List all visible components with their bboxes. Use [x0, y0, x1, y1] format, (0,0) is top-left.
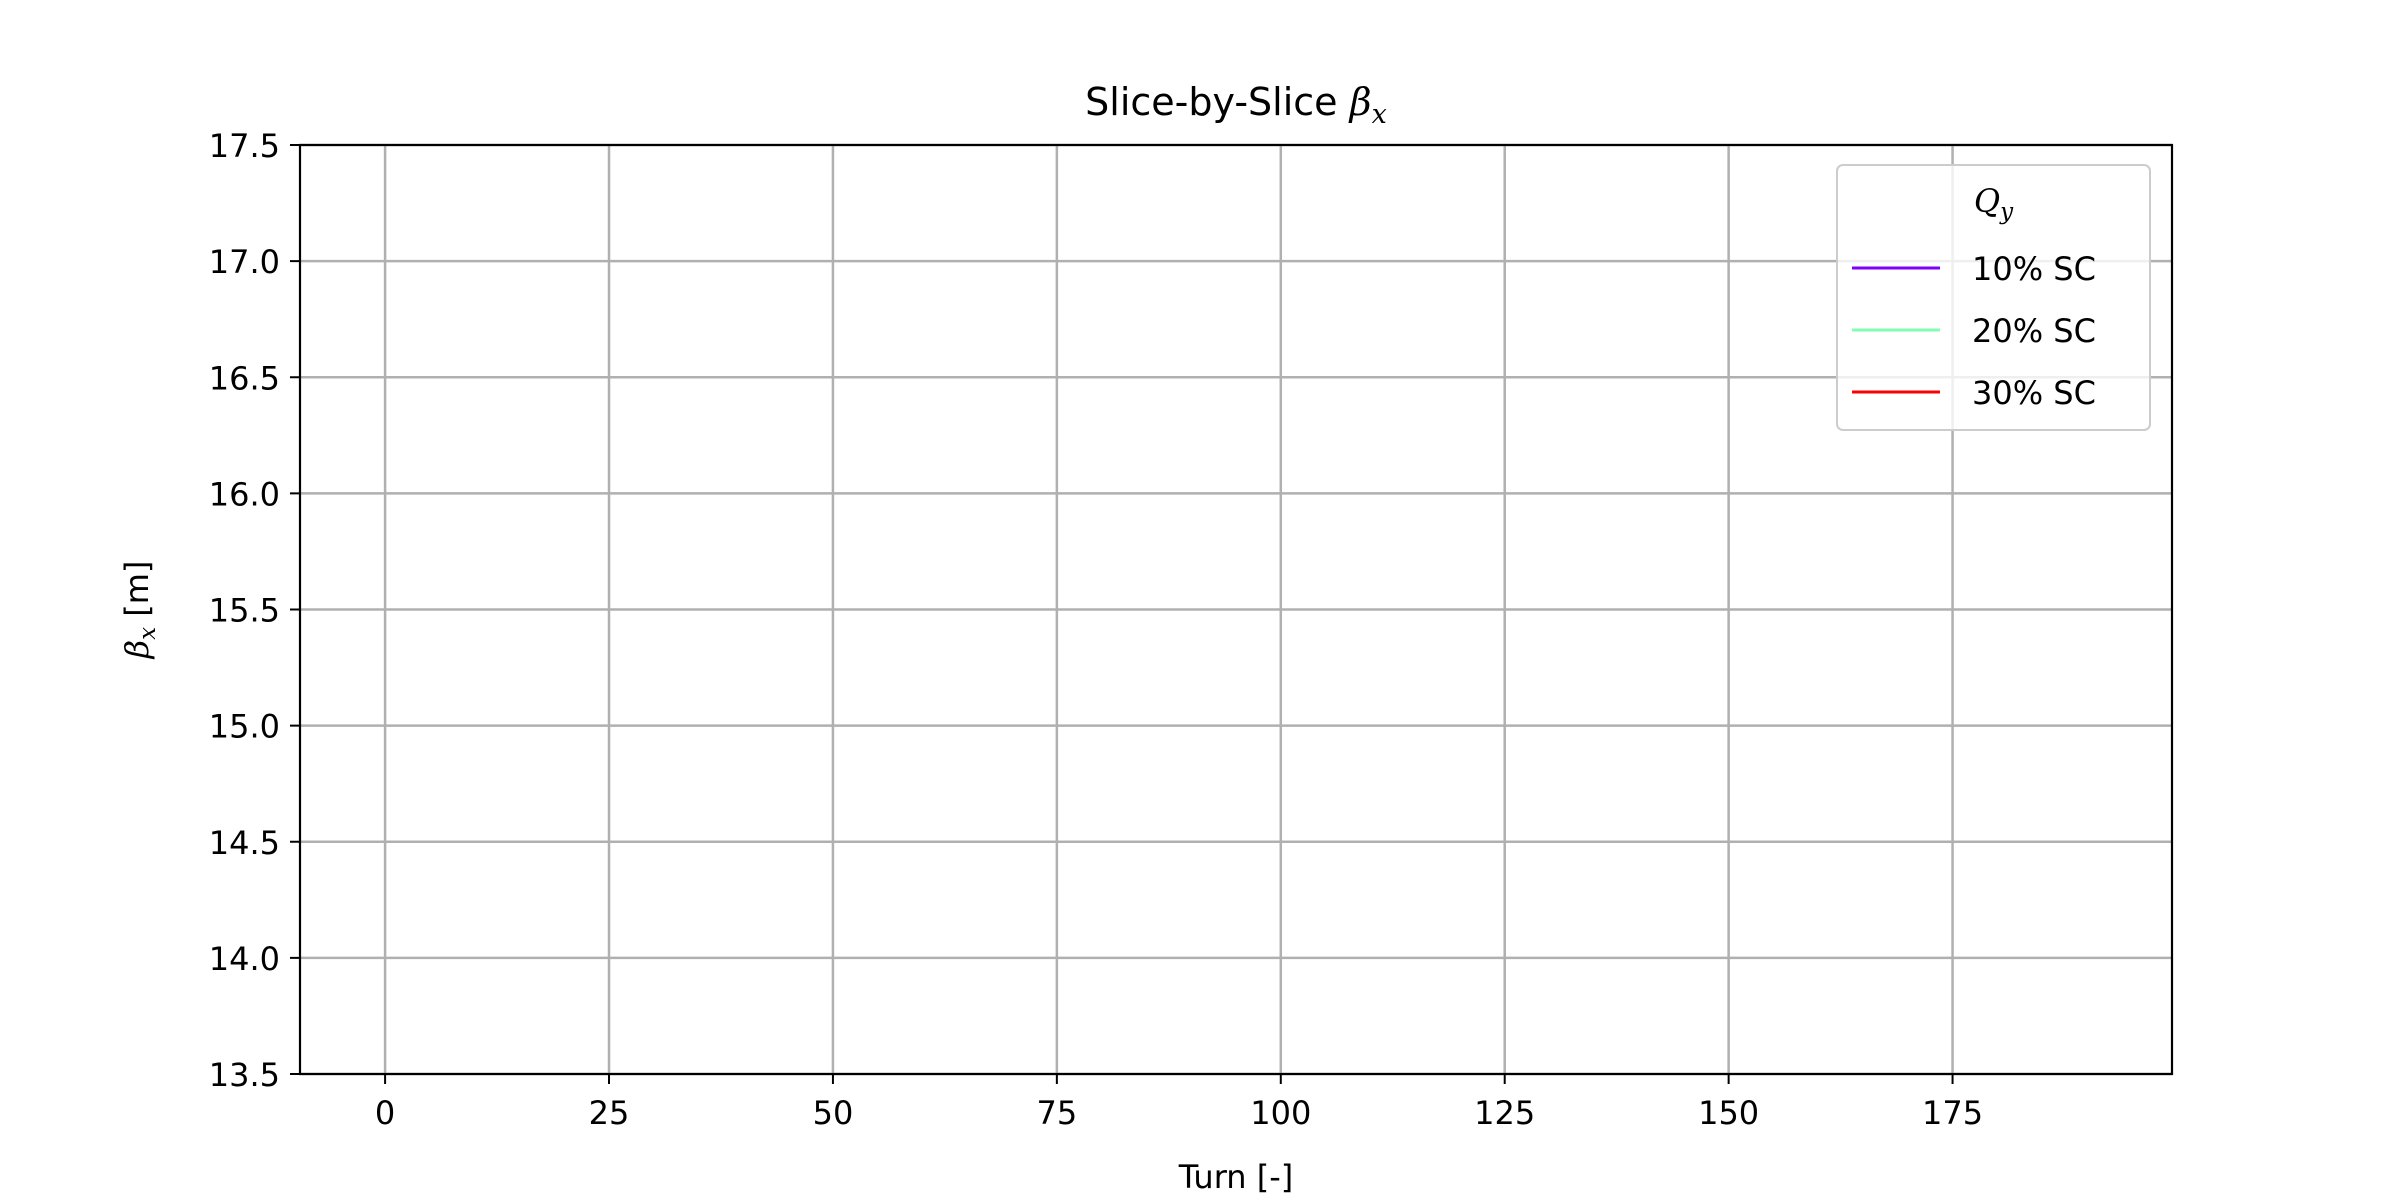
- x-tick-label: 125: [1474, 1094, 1535, 1132]
- x-tick-label: 25: [589, 1094, 630, 1132]
- y-tick-label: 17.0: [209, 243, 280, 281]
- y-tick-label: 13.5: [209, 1056, 280, 1094]
- legend: Qy 10% SC 20% SC 30% SC: [1836, 164, 2151, 431]
- legend-label: 30% SC: [1972, 374, 2096, 412]
- y-tick-label: 15.0: [209, 708, 280, 746]
- legend-entries: 10% SC 20% SC 30% SC: [1852, 250, 2096, 412]
- y-tick-label: 16.5: [209, 359, 280, 397]
- chart-title: Slice-by-Slice βx: [1085, 80, 1387, 130]
- legend-title: Qy: [1974, 182, 2014, 225]
- axis-ticks: 0 25 50 75 100 125 150 175 13.5 14.0 14.5 15.0 15.5 1…: [209, 127, 1983, 1132]
- x-tick-label: 0: [375, 1094, 395, 1132]
- y-tick-label: 17.5: [209, 127, 280, 165]
- y-axis-label: βx [m]: [118, 561, 161, 660]
- x-tick-label: 50: [813, 1094, 854, 1132]
- y-tick-label: 14.5: [209, 824, 280, 862]
- y-tick-label: 15.5: [209, 592, 280, 630]
- y-tick-label: 14.0: [209, 940, 280, 978]
- legend-box: [1836, 164, 2151, 431]
- x-tick-label: 175: [1922, 1094, 1983, 1132]
- x-axis-label: Turn [-]: [1178, 1158, 1294, 1196]
- y-tick-label: 16.0: [209, 475, 280, 513]
- x-tick-label: 75: [1037, 1094, 1078, 1132]
- x-tick-label: 100: [1250, 1094, 1311, 1132]
- legend-label: 10% SC: [1972, 250, 2096, 288]
- legend-label: 20% SC: [1972, 312, 2096, 350]
- x-tick-label: 150: [1698, 1094, 1759, 1132]
